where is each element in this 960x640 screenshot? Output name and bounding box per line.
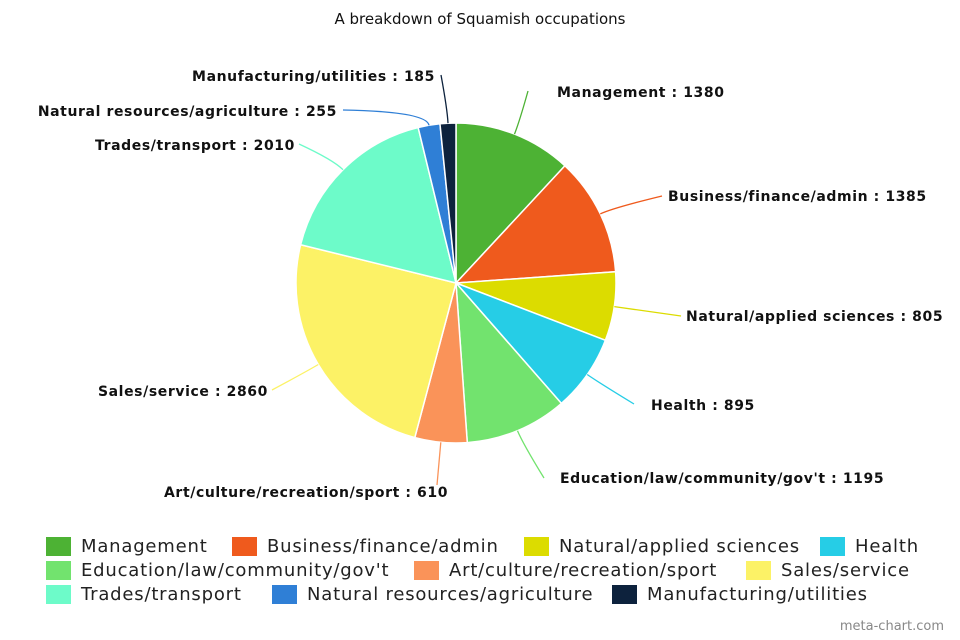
legend-swatch (46, 561, 71, 580)
pie-slice-sales-service[interactable] (295, 243, 457, 439)
connector-line-health (586, 373, 635, 405)
slice-label-art-culture-recreation-sport: Art/culture/recreation/sport : 610 (164, 485, 448, 501)
legend-item-natural-applied-sciences[interactable]: Natural/applied sciences (524, 536, 820, 557)
legend-label: Sales/service (781, 560, 910, 581)
legend-swatch (820, 537, 845, 556)
legend-item-management[interactable]: Management (46, 536, 232, 557)
slice-label-education-law-community-gov-t: Education/law/community/gov't : 1195 (560, 471, 884, 487)
legend-label: Health (855, 536, 919, 557)
connector-line-manufacturing-utilities (440, 74, 449, 124)
connector-line-sales-service (271, 363, 319, 391)
pie-slice-manufacturing-utilities[interactable] (439, 122, 457, 284)
legend-swatch (746, 561, 771, 580)
pie-slice-trades-transport[interactable] (299, 126, 458, 285)
legend-item-natural-resources-agriculture[interactable]: Natural resources/agriculture (272, 584, 612, 605)
connector-line-natural-applied-sciences (614, 305, 682, 317)
slice-label-natural-applied-sciences: Natural/applied sciences : 805 (686, 309, 943, 325)
legend-swatch (46, 537, 71, 556)
connector-line-trades-transport (298, 143, 344, 171)
chart-legend: Management Business/finance/admin Natural/… (46, 536, 946, 605)
legend-label: Trades/transport (81, 584, 242, 605)
legend-label: Manufacturing/utilities (647, 584, 868, 605)
slice-label-sales-service: Sales/service : 2860 (98, 384, 268, 400)
connector-line-business-finance-admin (600, 195, 663, 215)
legend-item-trades-transport[interactable]: Trades/transport (46, 584, 272, 605)
slice-label-trades-transport: Trades/transport : 2010 (95, 138, 295, 154)
legend-label: Management (81, 536, 208, 557)
chart-title: A breakdown of Squamish occupations (334, 10, 626, 28)
legend-label: Business/finance/admin (267, 536, 499, 557)
legend-label: Natural resources/agriculture (307, 584, 594, 605)
slice-label-business-finance-admin: Business/finance/admin : 1385 (668, 189, 927, 205)
legend-item-art-culture-recreation-sport[interactable]: Art/culture/recreation/sport (414, 560, 746, 581)
connector-line-art-culture-recreation-sport (436, 442, 442, 486)
legend-item-education-law-community-gov-t[interactable]: Education/law/community/gov't (46, 560, 414, 581)
legend-item-health[interactable]: Health (820, 536, 940, 557)
slice-label-health: Health : 895 (651, 398, 755, 414)
legend-item-manufacturing-utilities[interactable]: Manufacturing/utilities (612, 584, 872, 605)
legend-swatch (612, 585, 637, 604)
legend-swatch (414, 561, 439, 580)
legend-swatch (232, 537, 257, 556)
pie-chart: Management : 1380 Business/finance/admin … (38, 69, 943, 501)
slice-label-manufacturing-utilities: Manufacturing/utilities : 185 (192, 69, 435, 85)
legend-item-business-finance-admin[interactable]: Business/finance/admin (232, 536, 524, 557)
legend-label: Natural/applied sciences (559, 536, 800, 557)
connector-line-management (513, 90, 529, 135)
connector-line-natural-resources-agriculture (342, 109, 430, 126)
legend-swatch (46, 585, 71, 604)
legend-swatch (524, 537, 549, 556)
legend-swatch (272, 585, 297, 604)
slice-label-management: Management : 1380 (557, 85, 725, 101)
legend-label: Education/law/community/gov't (81, 560, 390, 581)
slice-label-natural-resources-agriculture: Natural resources/agriculture : 255 (38, 104, 337, 120)
watermark: meta-chart.com (839, 619, 944, 634)
legend-item-sales-service[interactable]: Sales/service (746, 560, 922, 581)
legend-label: Art/culture/recreation/sport (449, 560, 718, 581)
connector-line-education-law-community-gov-t (516, 430, 545, 479)
